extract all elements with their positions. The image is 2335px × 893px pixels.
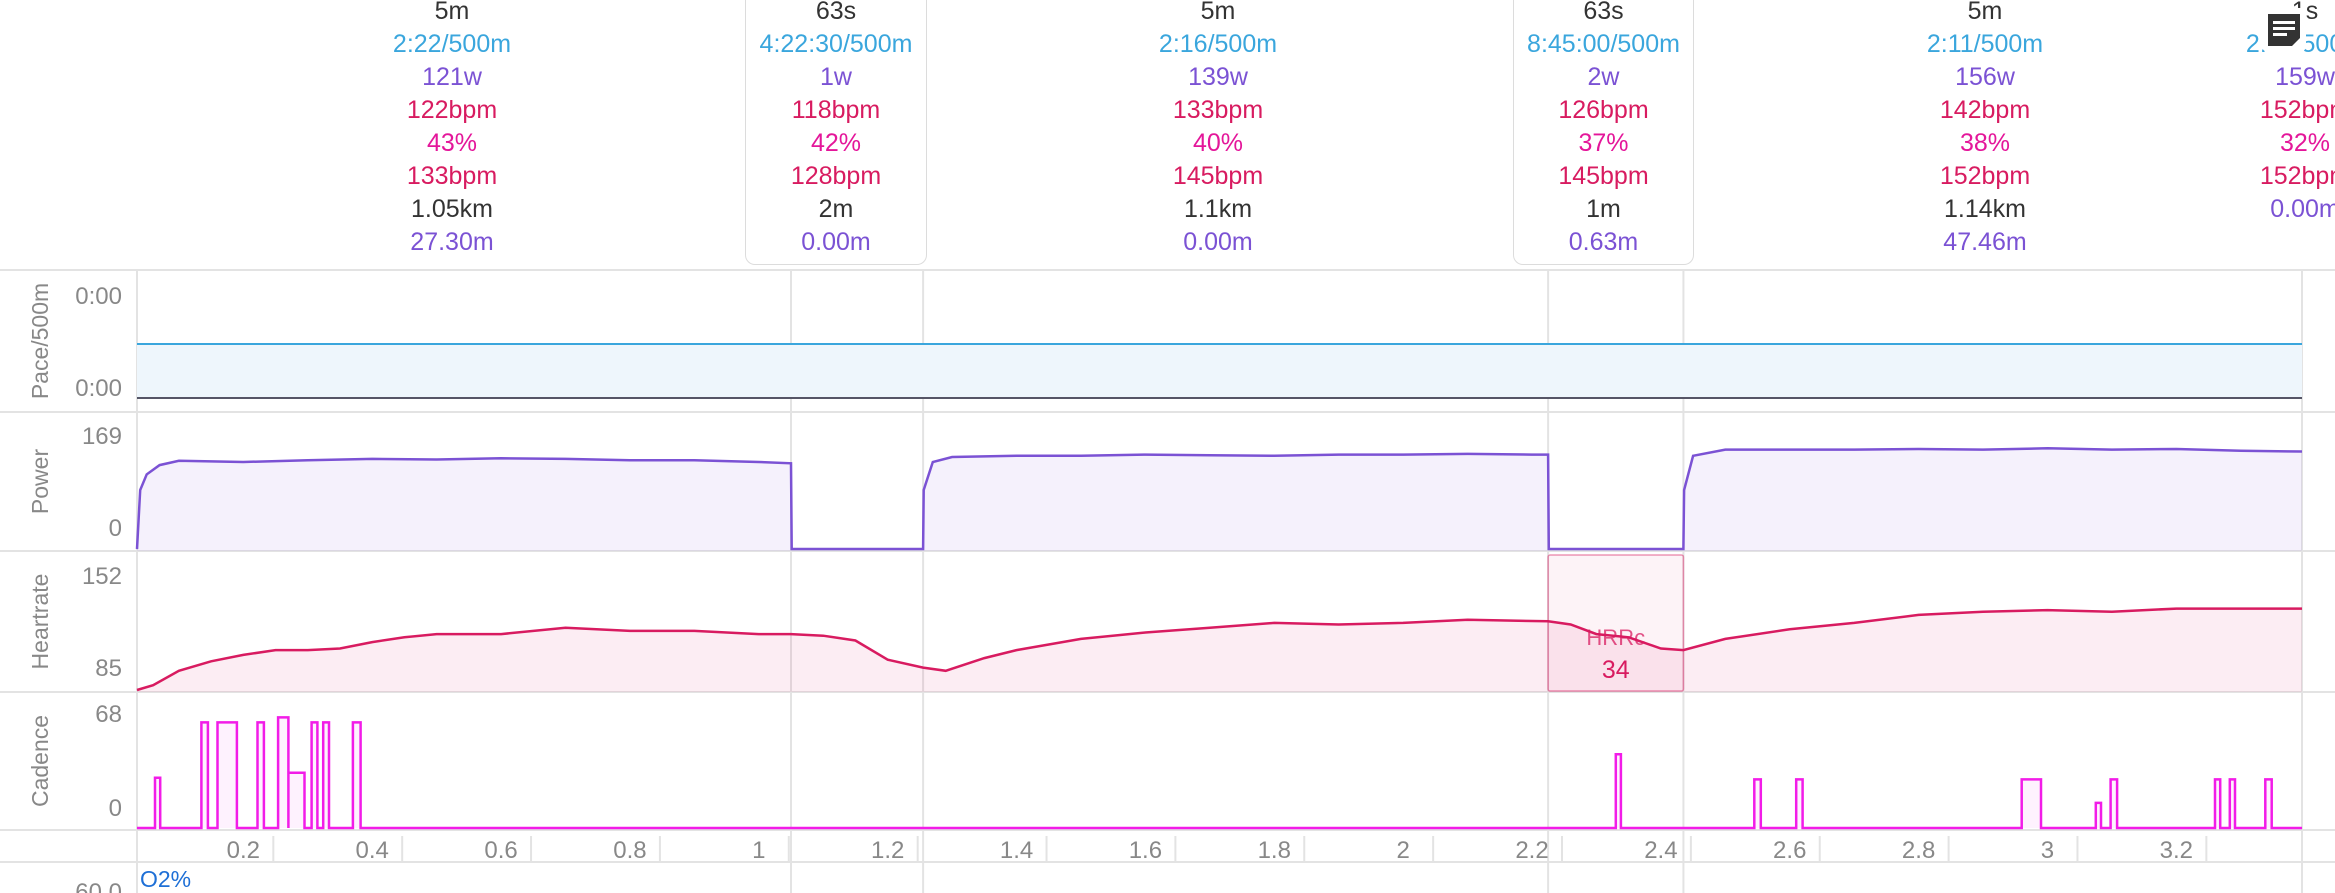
hrrc-value: 34 <box>1602 656 1630 684</box>
interval-power: 159w <box>2275 63 2335 91</box>
x-tick-label: 3 <box>2041 837 2054 864</box>
interval-power: 2w <box>1587 63 1620 91</box>
interval-elevation: 0.00m <box>2270 195 2335 223</box>
interval-avg-hr: 142bpm <box>1939 96 2031 124</box>
interval-avg-hr: 118bpm <box>791 96 881 124</box>
interval-max-hr: 152bpm <box>2259 162 2335 190</box>
x-tick-label: 3.2 <box>2160 837 2193 864</box>
interval-elevation: 27.30m <box>410 228 494 256</box>
pace-band <box>137 344 2302 398</box>
interval-duration: 5m <box>1200 0 1236 25</box>
interval-distance: 2m <box>818 195 854 223</box>
x-tick-label: 1.4 <box>1000 837 1033 864</box>
interval-pace: 4:22:30/500m <box>759 30 913 58</box>
x-tick-label: 2 <box>1396 837 1409 864</box>
interval-max-hr: 145bpm <box>1558 162 1649 190</box>
cadence-series-line <box>137 716 2302 830</box>
interval-elevation: 0.00m <box>1183 228 1253 256</box>
interval-duration: 63s <box>1583 0 1624 25</box>
interval-distance: 1.14km <box>1944 195 2026 223</box>
interval-elevation: 0.00m <box>801 228 871 256</box>
interval-max-hr: 145bpm <box>1172 162 1264 190</box>
interval-distance: 1.1km <box>1183 195 1253 223</box>
interval-summary-2: 5m 2:16/500m 139w 133bpm 40% 145bpm 1.1km 0.00m <box>1068 0 1368 265</box>
y-tick-label: 169 <box>82 423 122 450</box>
y-tick-label: 85 <box>95 655 122 682</box>
x-tick-label: 0.4 <box>355 837 388 864</box>
y-axis-title: Cadence <box>27 715 53 807</box>
x-tick-label: 1.8 <box>1258 837 1291 864</box>
interval-avg-hr: 122bpm <box>406 96 498 124</box>
hrrc-box <box>1547 554 1685 692</box>
power-area <box>137 448 2302 551</box>
interval-hr-pct: 32% <box>2279 129 2331 157</box>
x-tick-label: 0.8 <box>613 837 646 864</box>
power-series-line <box>135 447 2303 551</box>
interval-hr-pct: 37% <box>1578 129 1629 157</box>
interval-avg-hr: 133bpm <box>1172 96 1264 124</box>
y-tick-label: 60.0 <box>75 879 122 893</box>
x-tick-label: 2.4 <box>1644 837 1677 864</box>
y-tick-label: 0:00 <box>75 375 122 402</box>
interval-summary-3[interactable]: 63s 8:45:00/500m 2w 126bpm 37% 145bpm 1m 0.63m <box>1513 0 1694 265</box>
y-tick-label: 0 <box>109 515 122 542</box>
y-tick-label: 0 <box>109 795 122 822</box>
x-tick-label: 2.6 <box>1773 837 1806 864</box>
interval-avg-hr: 126bpm <box>1558 96 1649 124</box>
y-axis-title: Heartrate <box>27 574 53 670</box>
interval-duration: 5m <box>434 0 470 25</box>
interval-distance: 1m <box>1586 195 1621 223</box>
y-tick-label: 0:00 <box>75 283 122 310</box>
interval-pace: 8:45:00/500m <box>1527 30 1680 58</box>
interval-elevation: 47.46m <box>1943 228 2027 256</box>
interval-max-hr: 133bpm <box>406 162 498 190</box>
x-tick-label: 0.6 <box>484 837 517 864</box>
interval-hr-pct: 38% <box>1959 129 2011 157</box>
interval-summary-4: 5m 2:11/500m 156w 142bpm 38% 152bpm 1.14km 47.4… <box>1835 0 2135 265</box>
x-tick-label: 1 <box>752 837 765 864</box>
interval-avg-hr: 152bpm <box>2259 96 2335 124</box>
y-tick-label: 152 <box>82 563 122 590</box>
interval-pace: 2:22/500m <box>392 30 512 58</box>
interval-power: 121w <box>422 63 482 91</box>
hrrc-label: HRRc <box>1586 625 1645 650</box>
interval-duration: 63s <box>815 0 857 25</box>
interval-pace: 2:16/500m <box>1158 30 1278 58</box>
interval-hr-pct: 43% <box>426 129 478 157</box>
notes-menu-button[interactable] <box>2262 8 2306 52</box>
interval-elevation: 0.63m <box>1568 228 1639 256</box>
interval-pace: 2:11/500m <box>1926 30 2044 58</box>
x-tick-label: 2.2 <box>1515 837 1548 864</box>
x-tick-label: 1.6 <box>1129 837 1162 864</box>
x-tick-label: 0.2 <box>227 837 260 864</box>
interval-power: 1w <box>820 63 852 91</box>
interval-hr-pct: 42% <box>810 129 862 157</box>
notes-menu-icon <box>2268 14 2300 46</box>
interval-power: 156w <box>1955 63 2015 91</box>
interval-distance: 1.05km <box>411 195 493 223</box>
interval-summary-0: 5m 2:22/500m 121w 122bpm 43% 133bpm 1.05km 27.3… <box>302 0 602 265</box>
interval-duration: 5m <box>1967 0 2003 25</box>
interval-hr-pct: 40% <box>1192 129 1244 157</box>
interval-max-hr: 128bpm <box>790 162 882 190</box>
x-tick-label: 2.8 <box>1902 837 1935 864</box>
y-axis-title: Pace/500m <box>27 283 53 399</box>
heartrate-area <box>137 608 2302 692</box>
interval-summary-1[interactable]: 63s 4:22:30/500m 1w 118bpm 42% 128bpm 2m 0.00m <box>745 0 927 265</box>
heartrate-series-line <box>136 607 2302 692</box>
y-tick-label: 68 <box>95 701 122 728</box>
x-tick-label: 1.2 <box>871 837 904 864</box>
interval-max-hr: 152bpm <box>1939 162 2031 190</box>
interval-power: 139w <box>1188 63 1248 91</box>
y-axis-title: Power <box>27 449 53 515</box>
o2-series-label: O2% <box>140 866 191 892</box>
